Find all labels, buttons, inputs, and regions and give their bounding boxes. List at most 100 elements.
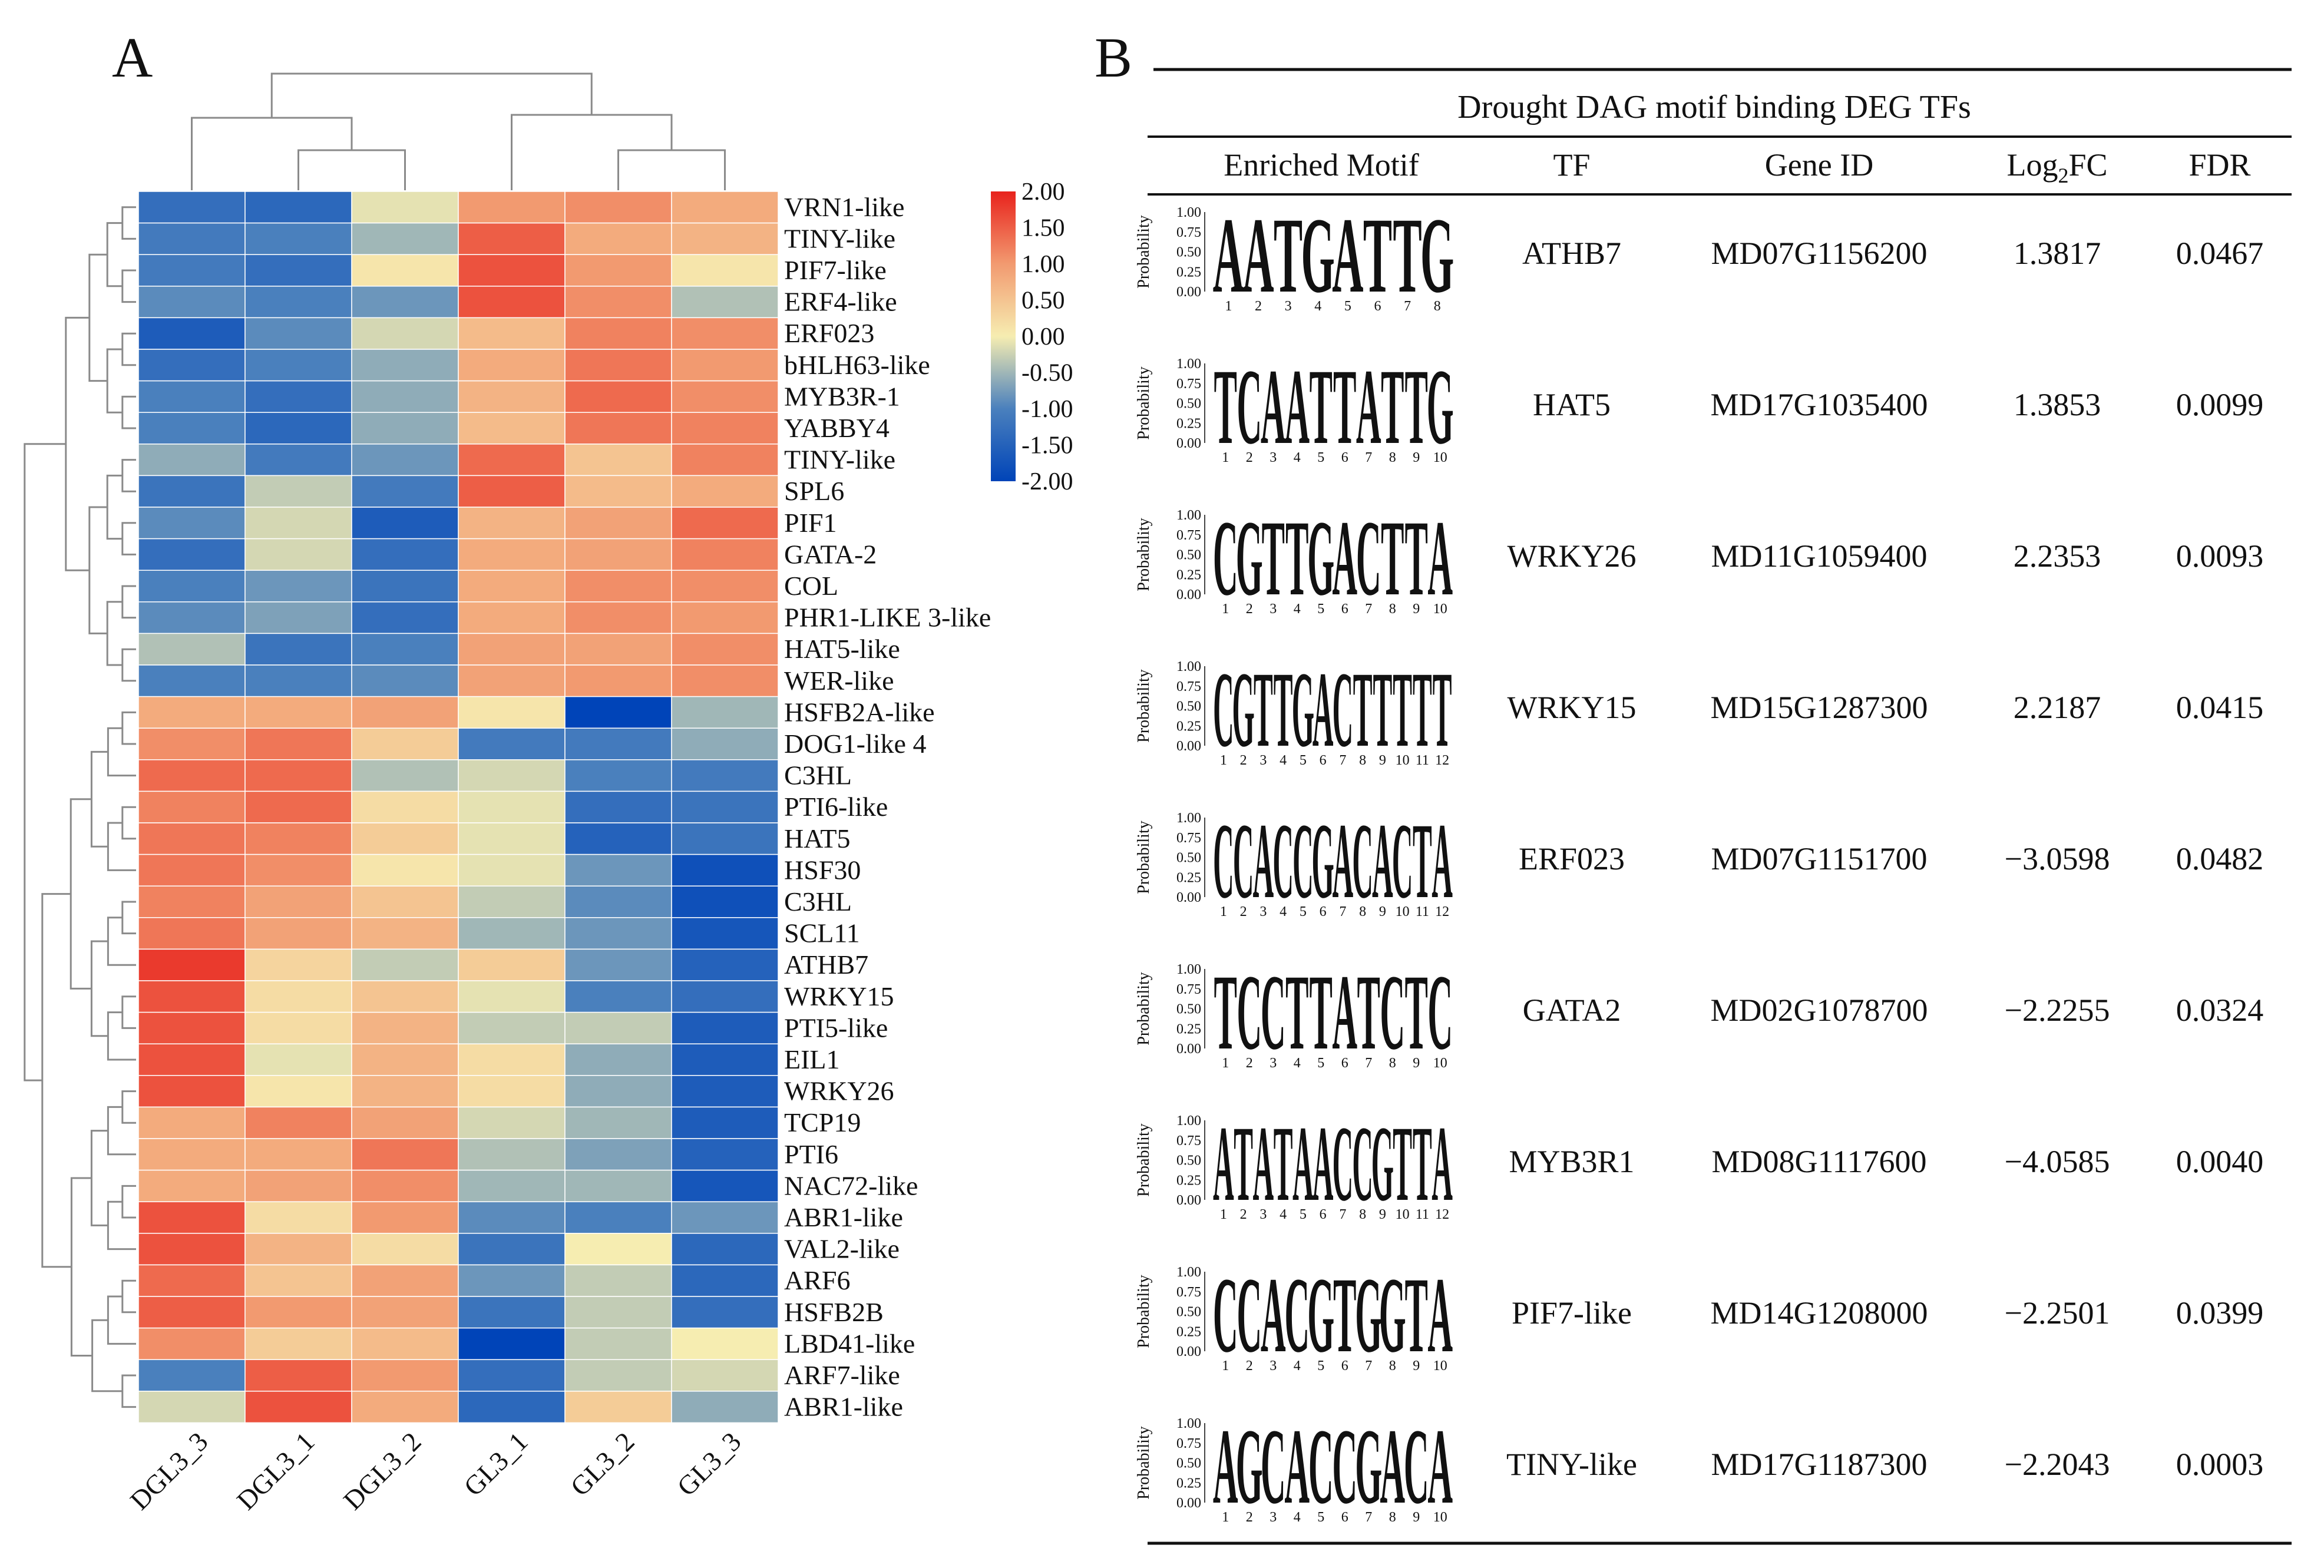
logo-position-label: 5: [1317, 601, 1324, 617]
heatmap-cell: [138, 222, 246, 255]
row-label: PIF7-like: [784, 255, 887, 285]
gene-id-cell: MD07G1156200: [1711, 236, 1927, 271]
row-label: ERF023: [784, 318, 874, 348]
heatmap-cell: [564, 349, 672, 382]
logo-tick-label: 0.25: [1176, 719, 1201, 734]
logo-letter: A: [1427, 1406, 1453, 1527]
heatmap-cell: [244, 1011, 352, 1044]
heatmap-cell: [138, 254, 246, 287]
heatmap-cell: [671, 222, 779, 255]
row-label: HSF30: [784, 855, 861, 885]
heatmap-cell: [138, 1327, 246, 1360]
logo-letter: T: [1254, 650, 1273, 770]
row-dendrogram-link: [70, 798, 92, 990]
colorbar-tick-label: -2.00: [1021, 468, 1073, 495]
row-dendrogram-link: [121, 1279, 136, 1314]
logo-letter: T: [1413, 1104, 1432, 1224]
tf-cell: WRKY26: [1508, 538, 1637, 574]
logo-position-label: 8: [1389, 1510, 1396, 1525]
colorbar-tick-label: 1.00: [1021, 251, 1065, 278]
heatmap-cell: [351, 1233, 459, 1266]
logo-tick-label: 0.00: [1176, 890, 1201, 905]
tf-cell: GATA2: [1523, 993, 1621, 1028]
logo-tick-label: 0.50: [1176, 1153, 1201, 1169]
logo-position-label: 3: [1270, 450, 1277, 465]
logo-tick-label: 1.00: [1176, 356, 1201, 372]
heatmap-cell: [671, 1075, 779, 1108]
heatmap-cell: [244, 1169, 352, 1202]
logo-position-label: 5: [1300, 1207, 1307, 1222]
fdr-cell: 0.0003: [2176, 1447, 2264, 1482]
heatmap-cell: [351, 1106, 459, 1139]
heatmap-cell: [244, 948, 352, 981]
row-dendrogram-link: [90, 940, 108, 1037]
logo-letter: G: [1379, 1255, 1406, 1375]
column-label: GL3_1: [458, 1426, 533, 1501]
heatmap-cell: [671, 1233, 779, 1266]
row-label: GATA-2: [784, 539, 877, 569]
heatmap-cell: [671, 286, 779, 319]
logo-tick-label: 0.25: [1176, 870, 1201, 885]
logo-position-label: 3: [1259, 753, 1267, 768]
row-label: TCP19: [784, 1107, 861, 1137]
heatmap-cell: [244, 664, 352, 697]
row-dendrogram-link: [41, 893, 72, 1268]
heatmap-cell: [138, 1359, 246, 1392]
heatmap-cell: [244, 222, 352, 255]
heatmap-cell: [351, 1359, 459, 1392]
logo-axis-label: Probability: [1135, 366, 1153, 439]
logo-letter: C: [1404, 1406, 1429, 1527]
heatmap-cell: [244, 475, 352, 508]
colorbar-gradient: [991, 191, 1016, 481]
heatmap-cell: [458, 1391, 566, 1424]
logo-letter: A: [1356, 346, 1381, 467]
heatmap-cell: [458, 1359, 566, 1392]
logo-letter: T: [1285, 498, 1308, 618]
fdr-cell: 0.0482: [2176, 841, 2264, 876]
logo-tick-label: 0.25: [1176, 264, 1201, 280]
logo-axis-label: Probability: [1135, 1275, 1153, 1348]
heatmap-cell: [564, 822, 672, 855]
logo-letter: A: [1213, 196, 1244, 315]
heatmap-cell: [564, 1201, 672, 1234]
heatmap-cell: [458, 1138, 566, 1171]
logo-letter: G: [1307, 1255, 1334, 1375]
logo-tick-label: 1.00: [1176, 1265, 1201, 1280]
heatmap-cell: [244, 191, 352, 224]
heatmap-cell: [138, 917, 246, 950]
logo-letter: T: [1413, 650, 1432, 770]
tf-cell: WRKY15: [1508, 690, 1637, 725]
logo-letter: G: [1236, 498, 1263, 618]
heatmap-cell: [671, 1327, 779, 1360]
row-label: PTI6-like: [784, 792, 888, 822]
logo-letter: C: [1332, 1406, 1357, 1527]
logo-letter: T: [1310, 346, 1333, 467]
logo-position-label: 11: [1416, 1207, 1429, 1222]
logo-letter: C: [1213, 801, 1234, 921]
colorbar-tick-label: -1.00: [1021, 396, 1073, 423]
heatmap-cell: [458, 1264, 566, 1297]
logo-position-label: 8: [1389, 1056, 1396, 1071]
heatmap-cell: [351, 286, 459, 319]
logo-letter: C: [1352, 801, 1373, 921]
tf-cell: PIF7-like: [1512, 1295, 1632, 1331]
logo-tick-label: 0.00: [1176, 1041, 1201, 1057]
heatmap-cell: [458, 822, 566, 855]
heatmap-cell: [244, 1201, 352, 1234]
fdr-cell: 0.0099: [2176, 387, 2264, 422]
logo-tick-label: 0.25: [1176, 1173, 1201, 1188]
logo-position-label: 6: [1320, 904, 1327, 919]
logo-position-label: 10: [1433, 1056, 1447, 1071]
logo-position-label: 7: [1339, 1207, 1346, 1222]
logo-letter: G: [1307, 498, 1334, 618]
heatmap-cell: [351, 822, 459, 855]
logo-letter: A: [1332, 952, 1357, 1073]
logo-letter: C: [1333, 1104, 1354, 1224]
row-label: HSFB2B: [784, 1297, 884, 1327]
logo-position-label: 3: [1259, 904, 1267, 919]
heatmap-cell: [138, 349, 246, 382]
row-label: PHR1-LIKE 3-like: [784, 603, 991, 633]
heatmap-cell: [564, 191, 672, 224]
